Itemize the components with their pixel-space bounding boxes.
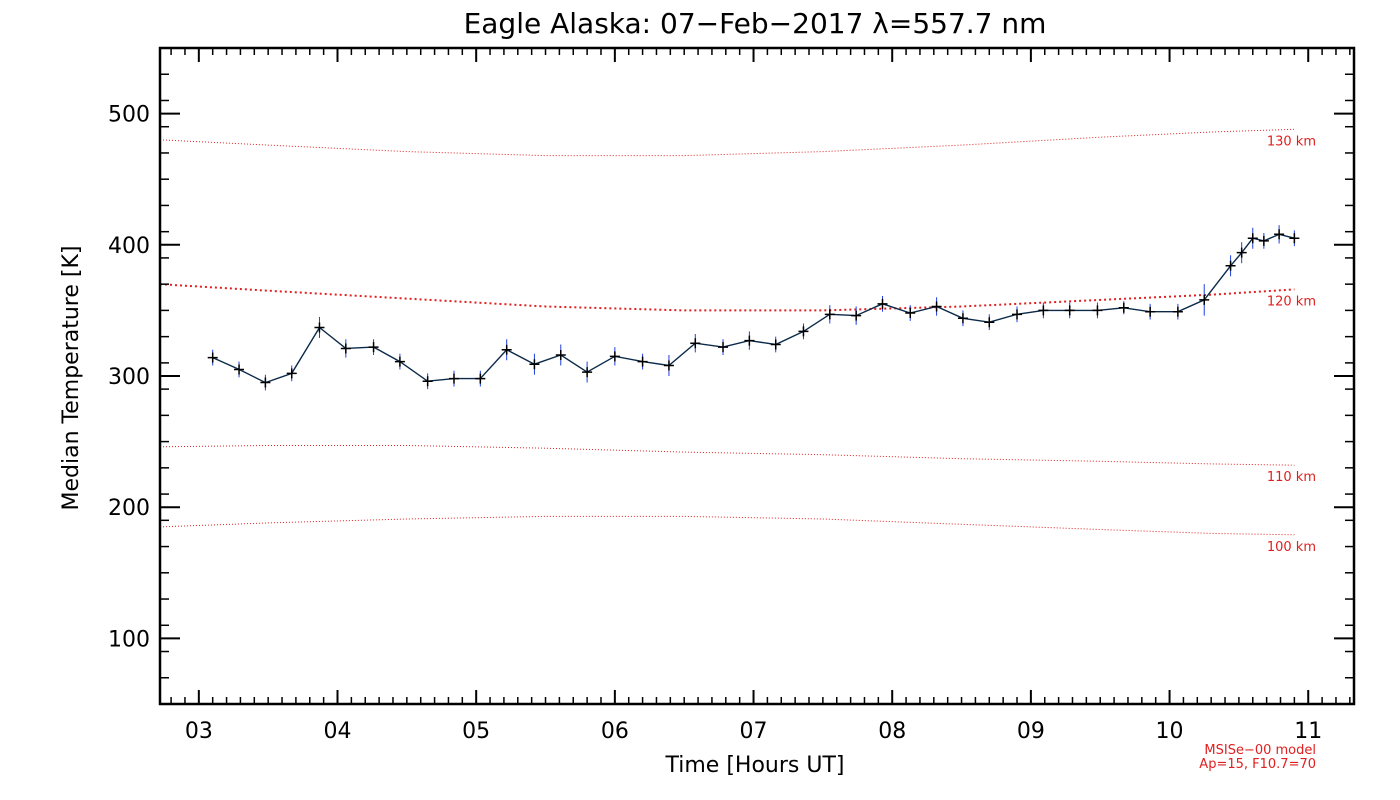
data-point bbox=[1038, 305, 1049, 316]
data-point bbox=[905, 308, 916, 319]
data-point bbox=[260, 377, 271, 388]
data-point bbox=[394, 356, 405, 367]
data-point bbox=[501, 344, 512, 355]
data-point bbox=[1118, 302, 1129, 313]
data-point bbox=[718, 342, 729, 353]
data-point bbox=[1199, 294, 1210, 305]
data-point bbox=[1172, 306, 1183, 317]
x-tick-label: 10 bbox=[1156, 719, 1184, 744]
y-tick-label: 300 bbox=[108, 365, 150, 390]
data-point bbox=[234, 364, 245, 375]
data-point bbox=[663, 360, 674, 371]
model-curve-label-2: 110 km bbox=[1267, 470, 1316, 485]
model-curves: 130 km 120 km 110 km 100 km bbox=[159, 128, 1316, 555]
data-point bbox=[1258, 235, 1269, 246]
x-tick-label: 09 bbox=[1017, 719, 1045, 744]
y-axis-label: Median Temperature [K] bbox=[59, 246, 84, 511]
model-curve-3 bbox=[159, 515, 1295, 536]
data-point bbox=[368, 342, 379, 353]
x-tick-label: 04 bbox=[324, 719, 352, 744]
data-point bbox=[851, 310, 862, 321]
data-point bbox=[877, 298, 888, 309]
data-point bbox=[314, 322, 325, 333]
model-note: MSISe−00 model bbox=[1204, 743, 1316, 758]
data-point bbox=[824, 309, 835, 320]
data-point bbox=[637, 356, 648, 367]
data-point bbox=[984, 317, 995, 328]
data-point bbox=[207, 352, 218, 363]
data-point bbox=[286, 368, 297, 379]
model-curve-label-3: 100 km bbox=[1267, 540, 1316, 555]
x-tick-label: 05 bbox=[462, 719, 490, 744]
data-point bbox=[555, 350, 566, 361]
data-point bbox=[798, 326, 809, 337]
x-tick-label: 11 bbox=[1294, 719, 1322, 744]
y-tick-label: 500 bbox=[108, 103, 150, 128]
data-point bbox=[1092, 305, 1103, 316]
data-point bbox=[1247, 233, 1258, 244]
data-point bbox=[1274, 229, 1285, 240]
x-tick-label: 08 bbox=[878, 719, 906, 744]
model-curve-0 bbox=[159, 128, 1295, 157]
data-point bbox=[1289, 233, 1300, 244]
axis-ticks: 03 04 05 06 07 08 09 10 11 100 200 300 400 500 bbox=[108, 48, 1354, 744]
data-point bbox=[770, 339, 781, 350]
model-curve-2 bbox=[159, 445, 1295, 466]
data-point bbox=[1012, 309, 1023, 320]
data-point bbox=[1064, 305, 1075, 316]
x-tick-label: 06 bbox=[601, 719, 629, 744]
data-point bbox=[422, 376, 433, 387]
data-point bbox=[609, 351, 620, 362]
data-point bbox=[448, 373, 459, 384]
y-tick-label: 100 bbox=[108, 627, 150, 652]
y-tick-label: 200 bbox=[108, 496, 150, 521]
series-line-0 bbox=[212, 233, 1295, 384]
model-curve-label-0: 130 km bbox=[1267, 134, 1316, 149]
chart-title: Eagle Alaska: 07−Feb−2017 λ=557.7 nm bbox=[464, 7, 1047, 40]
y-tick-label: 400 bbox=[108, 234, 150, 259]
data-point bbox=[931, 301, 942, 312]
data-point bbox=[690, 338, 701, 349]
x-tick-label: 03 bbox=[185, 719, 213, 744]
data-point bbox=[1145, 306, 1156, 317]
data-point bbox=[529, 359, 540, 370]
x-axis-label: Time [Hours UT] bbox=[665, 753, 845, 778]
data-point bbox=[1236, 247, 1247, 258]
plot-frame bbox=[158, 46, 1356, 706]
data-point bbox=[1225, 260, 1236, 271]
model-curve-1 bbox=[159, 283, 1295, 312]
model-params-note: Ap=15, F10.7=70 bbox=[1199, 757, 1316, 772]
data-point bbox=[582, 367, 593, 378]
data-point bbox=[475, 373, 486, 384]
data-point bbox=[340, 343, 351, 354]
model-curve-label-1: 120 km bbox=[1267, 294, 1316, 309]
data-point bbox=[957, 313, 968, 324]
x-tick-label: 07 bbox=[740, 719, 768, 744]
data-series bbox=[207, 225, 1300, 391]
data-point bbox=[744, 335, 755, 346]
